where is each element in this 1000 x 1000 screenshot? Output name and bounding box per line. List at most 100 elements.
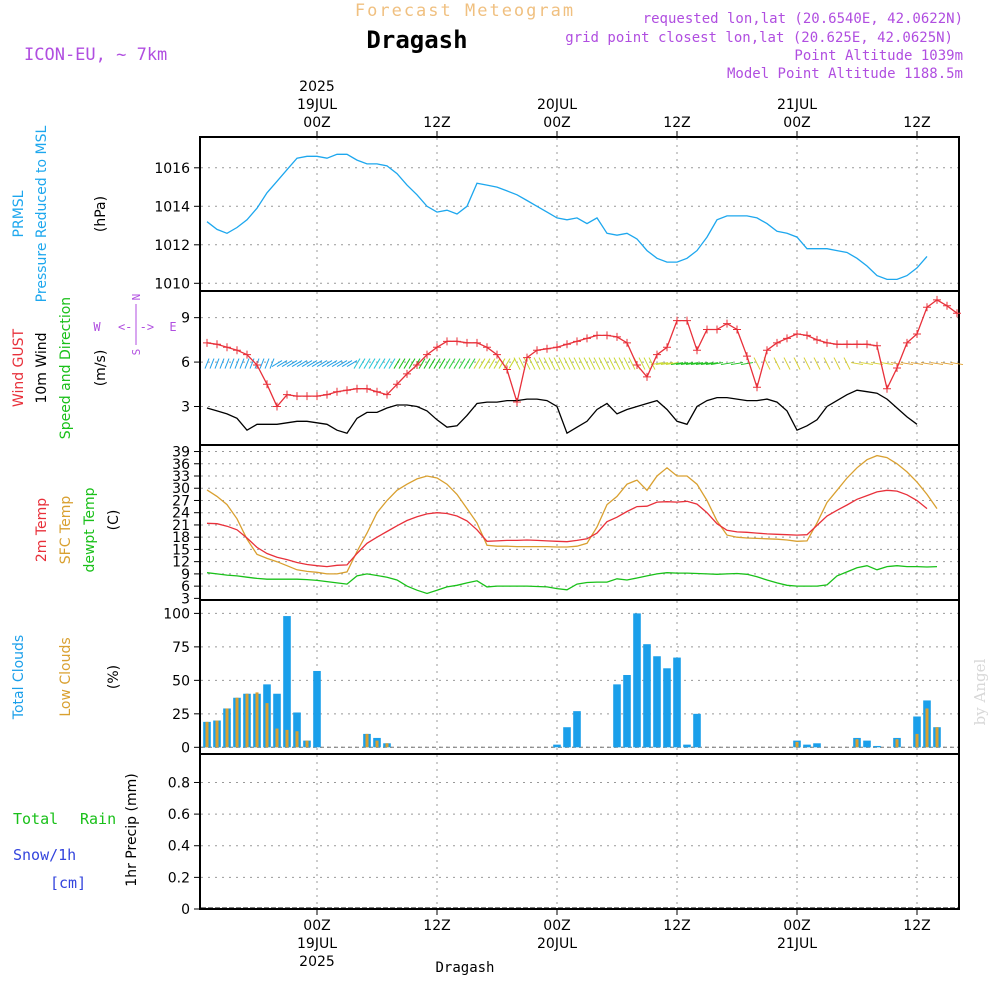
y-tick-label: 75 [172, 640, 190, 656]
wind-direction-arrow [336, 360, 348, 367]
low-cloud-bar [205, 721, 209, 748]
time-label-top: 12Z [663, 115, 690, 131]
wind-direction-arrow [730, 362, 744, 366]
wind-direction-arrow [224, 358, 230, 369]
wind-direction-arrow [823, 357, 831, 370]
gust-marker [393, 380, 401, 389]
y-tick-label: 21 [172, 518, 190, 534]
wind-direction-arrow [264, 358, 270, 369]
compass-e: E [169, 320, 176, 334]
grid-point-coords: grid point closest lon,lat (20.625E, 42.… [565, 30, 953, 46]
low-cloud-bar [795, 741, 799, 748]
precip-total-label: Total [13, 810, 58, 828]
gust-marker [933, 295, 941, 304]
sfc-label: SFC Temp [58, 496, 74, 565]
wind-direction-arrow [930, 362, 944, 366]
gust-marker [673, 316, 681, 325]
wind-direction-arrow [296, 360, 308, 367]
wind-direction-arrow [209, 358, 215, 369]
total-cloud-bar [633, 613, 641, 748]
gust-marker [743, 352, 751, 361]
wind-direction-arrow [573, 357, 581, 370]
y-tick-label: 30 [172, 481, 190, 497]
wind-direction-arrow [423, 358, 431, 369]
gust-marker [603, 331, 611, 340]
wind-direction-arrow [588, 357, 596, 370]
credit: by Angel [971, 658, 989, 725]
gust-marker [503, 365, 511, 374]
gust-marker [243, 350, 251, 359]
gust-marker [273, 402, 281, 411]
wind-direction-arrow [720, 362, 734, 366]
gust-marker [863, 340, 871, 349]
gust-marker [623, 338, 631, 347]
gust-marker [373, 387, 381, 396]
wind-direction-arrow [346, 360, 358, 367]
low-cloud-bar [375, 740, 379, 748]
wind-direction-arrow [558, 357, 566, 370]
wind-direction-arrow [598, 357, 606, 370]
wind-direction-arrow [665, 362, 679, 366]
wind-direction-arrow [578, 357, 586, 370]
wind-direction-arrow [695, 362, 709, 366]
wind-direction-arrow [940, 362, 954, 366]
gust-marker [433, 343, 441, 352]
pressure-label-2: Pressure Reduced to MSL [34, 125, 50, 302]
wind-direction-arrow [428, 358, 436, 369]
temp2m-line [206, 489, 928, 568]
wind-direction-arrow [518, 357, 526, 370]
gust-marker [733, 325, 741, 334]
wind-label: 10m Wind [34, 332, 50, 403]
wind-direction-arrow [363, 358, 371, 369]
gust-marker [413, 361, 421, 370]
wind-direction-arrow [214, 358, 220, 369]
y-tick-label: 0 [181, 902, 190, 918]
time-label-bottom: 2025 [299, 954, 335, 970]
compass-legend: W <-|-> E N S [93, 294, 176, 356]
gust-marker [253, 361, 261, 370]
wind-direction-arrow [281, 360, 293, 367]
wind-direction-arrow [685, 362, 699, 366]
wind-direction-arrow [418, 358, 426, 369]
low-cloud-bar [305, 740, 309, 748]
y-tick-label: 1012 [154, 238, 190, 254]
y-tick-label: 39 [172, 445, 190, 461]
gust-marker [833, 340, 841, 349]
gust-marker [873, 341, 881, 350]
wind-direction-arrow [803, 357, 811, 370]
gust-marker [613, 332, 621, 341]
gust-marker [693, 346, 701, 355]
wind-direction-arrow [523, 357, 531, 370]
wind-direction-arrow [538, 357, 546, 370]
total-cloud-bar [623, 674, 631, 748]
gust-marker [283, 390, 291, 399]
gust-marker [403, 369, 411, 378]
wind-direction-arrow [393, 358, 401, 369]
wind-direction-arrow [398, 358, 406, 369]
gust-marker [853, 340, 861, 349]
footer-location: Dragash [435, 960, 494, 976]
compass-n: N [130, 294, 143, 301]
wind-direction-arrow [244, 358, 250, 369]
time-label-top: 00Z [303, 115, 330, 131]
wind-direction-arrow [321, 360, 333, 367]
wind-direction-arrow [563, 357, 571, 370]
gust-marker [883, 384, 891, 393]
wind-direction-arrow [533, 357, 541, 370]
pressure-line [206, 153, 928, 281]
gust-marker [233, 346, 241, 355]
wind-direction-arrow [219, 358, 225, 369]
wind-direction-arrow [608, 357, 616, 370]
low-cloud-bar [285, 729, 289, 748]
low-cloud-bar [265, 703, 269, 748]
precip-cm-label: [cm] [50, 874, 86, 892]
gust-line [206, 299, 958, 408]
precip-rain-label: Rain [80, 810, 116, 828]
wind-direction-arrow [593, 357, 601, 370]
total-cloud-bar [293, 712, 301, 748]
gust-marker [473, 338, 481, 347]
wind-direction-arrow [249, 358, 255, 369]
wind-direction-arrow [271, 360, 283, 367]
wind-direction-arrow [618, 357, 626, 370]
time-label-top: 00Z [783, 115, 810, 131]
